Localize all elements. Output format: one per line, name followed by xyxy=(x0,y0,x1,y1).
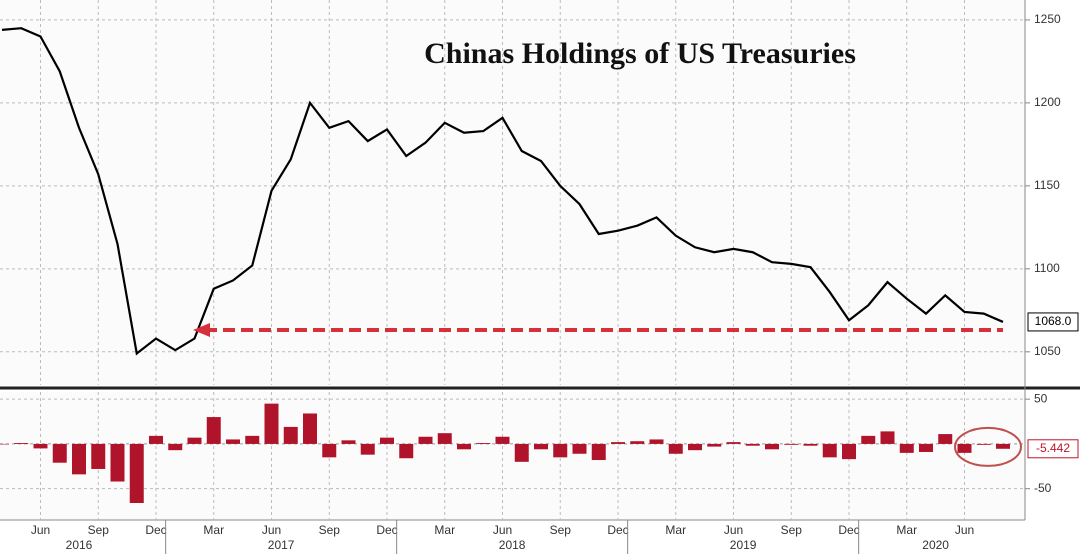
bar xyxy=(919,443,933,452)
bar xyxy=(52,443,67,463)
arrow-head xyxy=(193,322,210,337)
bar xyxy=(899,443,914,453)
bar xyxy=(245,435,260,444)
bar xyxy=(360,443,375,455)
bar xyxy=(726,442,741,444)
bar xyxy=(976,443,991,445)
x-tick-label: Mar xyxy=(434,523,455,537)
bar xyxy=(399,443,414,459)
bar xyxy=(996,443,1010,449)
value-label-box xyxy=(1027,312,1079,332)
bar xyxy=(553,443,568,458)
bottom-panel xyxy=(0,392,1025,520)
x-tick-label: Sep xyxy=(319,523,341,537)
x-tick-label: Mar xyxy=(203,523,224,537)
bar xyxy=(283,426,298,444)
bar xyxy=(303,413,317,444)
x-tick-label: Jun xyxy=(31,523,50,537)
x-tick-label: Mar xyxy=(896,523,917,537)
value-label: -5.442 xyxy=(1036,441,1070,455)
bar xyxy=(91,443,106,469)
bar xyxy=(322,443,337,458)
bar xyxy=(72,443,86,475)
x-tick-label: Dec xyxy=(145,523,166,537)
bar xyxy=(649,439,664,444)
bar xyxy=(668,443,683,454)
value-label: 1068.0 xyxy=(1035,314,1072,328)
value-label-box xyxy=(1027,439,1079,459)
bar xyxy=(880,431,895,444)
chart-title: Chinas Holdings of US Treasuries xyxy=(424,37,856,70)
x-tick-label: Jun xyxy=(955,523,974,537)
x-tick-label: Jun xyxy=(724,523,743,537)
bar xyxy=(938,434,953,444)
y-tick-label: 1250 xyxy=(1034,12,1061,26)
year-label: 2019 xyxy=(730,538,757,552)
bar xyxy=(110,443,125,482)
bar xyxy=(765,443,779,450)
bar xyxy=(572,443,587,454)
y-tick-label: 1100 xyxy=(1034,261,1060,275)
year-label: 2018 xyxy=(499,538,526,552)
bar xyxy=(476,443,491,444)
bar xyxy=(457,443,471,450)
bar xyxy=(0,443,9,445)
bar xyxy=(957,443,972,453)
bar xyxy=(206,417,221,444)
y-tick-label: 1150 xyxy=(1034,178,1060,192)
y-tick-label: 1200 xyxy=(1034,95,1061,109)
bar xyxy=(534,443,548,450)
x-tick-label: Dec xyxy=(607,523,628,537)
x-tick-label: Sep xyxy=(781,523,803,537)
bar xyxy=(418,436,433,444)
bar xyxy=(33,443,48,449)
x-tick-label: Dec xyxy=(376,523,397,537)
bar xyxy=(129,443,144,503)
y-tick-label: 1050 xyxy=(1034,344,1061,358)
bar xyxy=(514,443,529,462)
x-tick-label: Dec xyxy=(838,523,859,537)
year-label: 2020 xyxy=(922,538,949,552)
bar xyxy=(168,443,183,451)
x-tick-label: Sep xyxy=(88,523,110,537)
x-tick-label: Mar xyxy=(665,523,686,537)
bar xyxy=(380,437,394,444)
bar xyxy=(14,443,29,444)
bar xyxy=(611,442,625,444)
bar xyxy=(149,435,163,444)
bar xyxy=(784,443,799,445)
bar xyxy=(495,436,510,444)
bar xyxy=(630,441,645,444)
bar xyxy=(707,443,722,447)
bar xyxy=(688,443,702,451)
highlight-ellipse xyxy=(954,426,1022,467)
y-tick-label: 50 xyxy=(1034,391,1048,405)
bar xyxy=(437,433,452,444)
top-panel xyxy=(0,0,1025,385)
bar xyxy=(591,443,606,461)
year-label: 2016 xyxy=(66,538,93,552)
x-tick-label: Jun xyxy=(262,523,281,537)
x-tick-label: Jun xyxy=(493,523,512,537)
bar xyxy=(842,443,856,460)
line-series xyxy=(1,27,1004,356)
bar xyxy=(803,443,818,446)
bar xyxy=(745,443,760,446)
y-tick-label: -50 xyxy=(1034,481,1052,495)
year-label: 2017 xyxy=(268,538,295,552)
bar xyxy=(226,439,240,444)
bar xyxy=(187,437,202,444)
bar xyxy=(861,435,876,444)
bar xyxy=(264,403,279,444)
bar xyxy=(341,440,356,444)
bar xyxy=(822,443,837,458)
x-tick-label: Sep xyxy=(550,523,572,537)
